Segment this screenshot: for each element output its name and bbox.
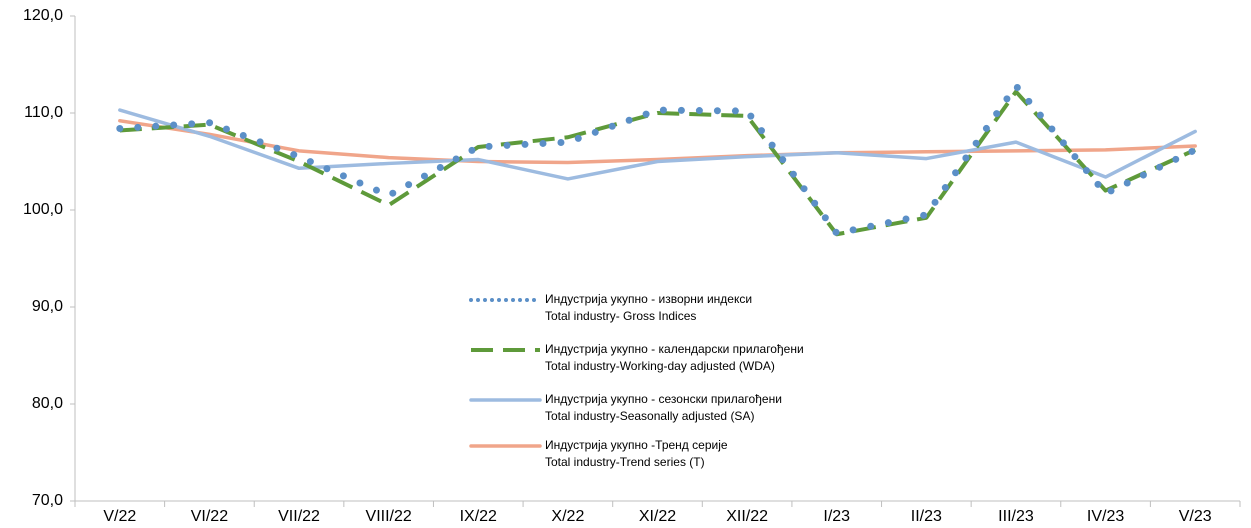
y-tick-label: 110,0 bbox=[24, 104, 63, 121]
series-line bbox=[119, 89, 1197, 237]
x-tick-label: VIII/22 bbox=[366, 508, 412, 525]
series-line bbox=[118, 108, 1197, 181]
legend-label: Индустрија укупно - изворни индекси Tota… bbox=[545, 292, 753, 323]
series-line bbox=[118, 119, 1197, 165]
y-tick-label: 120,0 bbox=[23, 7, 63, 24]
legend-label: Индустрија укупно - сезонски прилагођени… bbox=[545, 392, 782, 423]
x-tick-label: VII/22 bbox=[278, 508, 320, 525]
x-tick-label: V/23 bbox=[1179, 508, 1212, 525]
x-tick-label: II/23 bbox=[911, 508, 942, 525]
legend-label: Индустрија укупно -Тренд серије Total in… bbox=[545, 438, 728, 469]
y-tick-label: 70,0 bbox=[32, 492, 63, 509]
x-tick-label: V/22 bbox=[103, 508, 136, 525]
legend-label: Индустрија укупно - календарски прилагођ… bbox=[545, 342, 804, 373]
x-tick-label: IV/23 bbox=[1087, 508, 1124, 525]
x-tick-label: III/23 bbox=[998, 508, 1034, 525]
x-tick-label: X/22 bbox=[551, 508, 584, 525]
x-tick-label: XI/22 bbox=[639, 508, 676, 525]
y-tick-label: 90,0 bbox=[32, 298, 63, 315]
x-tick-label: I/23 bbox=[823, 508, 850, 525]
x-tick-label: XII/22 bbox=[726, 508, 768, 525]
series-line bbox=[116, 82, 1199, 237]
x-tick-label: IX/22 bbox=[460, 508, 497, 525]
y-tick-label: 100,0 bbox=[23, 201, 63, 218]
x-tick-label: VI/22 bbox=[191, 508, 228, 525]
y-tick-label: 80,0 bbox=[32, 395, 63, 412]
